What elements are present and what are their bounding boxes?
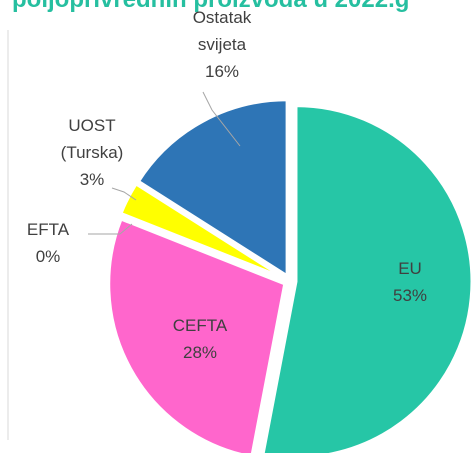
category-label: Ostatak svijeta: [192, 8, 252, 54]
slice-label: UOST (Turska) 3%: [47, 112, 137, 193]
value-label: 16%: [204, 62, 240, 81]
category-label: CEFTA: [172, 316, 228, 335]
value-label: 0%: [35, 247, 61, 266]
category-label: UOST (Turska): [60, 116, 124, 162]
pie-slice: [119, 181, 286, 280]
pie-slice: [261, 104, 474, 453]
slice-label: EFTA 0%: [3, 216, 93, 270]
value-label: 28%: [182, 343, 218, 362]
value-label: 53%: [392, 286, 428, 305]
slice-label: EU 53%: [365, 255, 455, 309]
category-label: EU: [398, 259, 422, 278]
leader-line: [202, 91, 241, 147]
chart-title: poljoprivrednih proizvoda u 2022.g: [12, 0, 409, 14]
pie-slice: [136, 98, 289, 279]
pie-slice: [107, 217, 287, 453]
leader-line: [111, 187, 137, 201]
value-label: 3%: [79, 170, 105, 189]
category-label: EFTA: [26, 220, 70, 239]
leader-line: [88, 223, 133, 235]
slice-label: Ostatak svijeta 16%: [177, 4, 267, 85]
slice-label: CEFTA 28%: [155, 312, 245, 366]
